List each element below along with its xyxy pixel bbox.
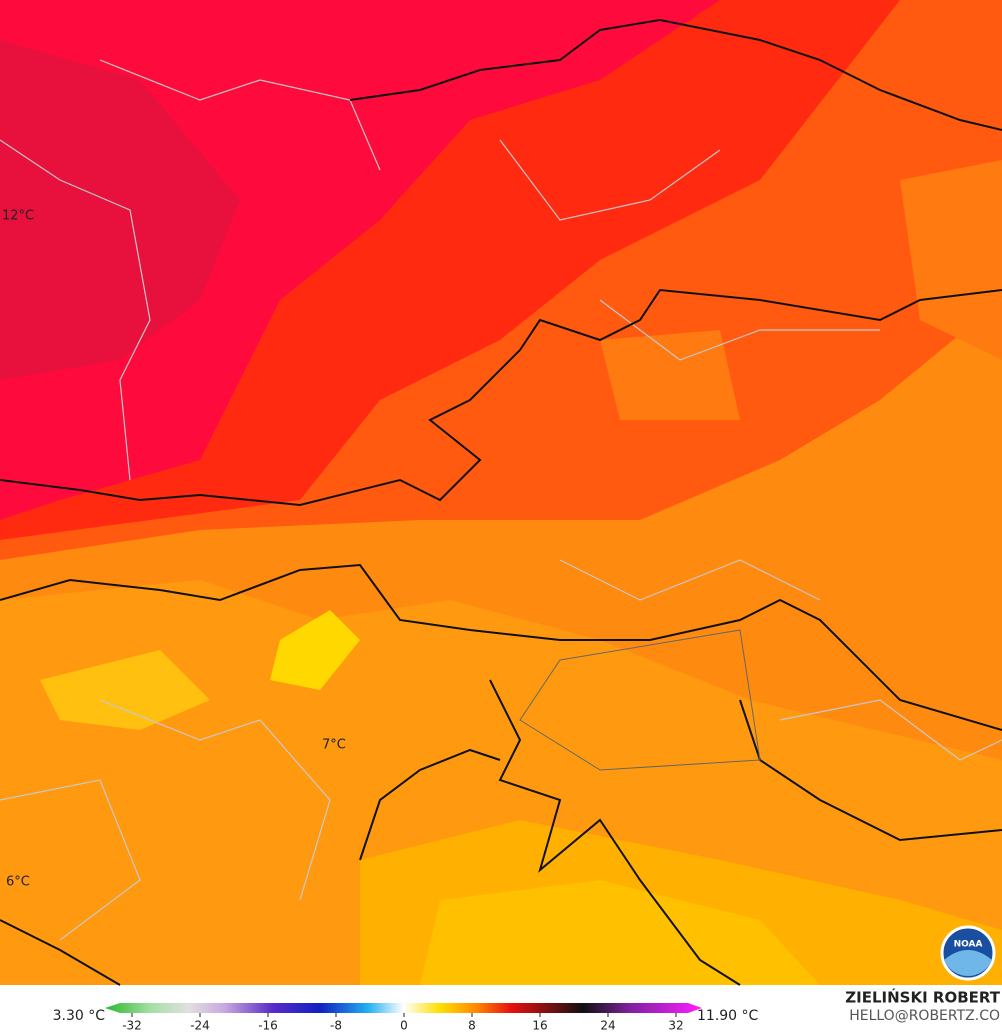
colorbar-tick-label: -16 <box>258 1019 278 1033</box>
credit-name: ZIELIŃSKI ROBERT <box>845 988 1000 1007</box>
colorbar-tick-label: -24 <box>190 1019 210 1033</box>
contour-label: 7°C <box>322 738 346 753</box>
colorbar <box>105 1003 702 1013</box>
noaa-logo: NOAA <box>940 925 996 981</box>
colorbar-tick-label: 16 <box>532 1019 547 1033</box>
colorbar-tick-label: 8 <box>468 1019 476 1033</box>
contour-label: 6°C <box>6 875 30 890</box>
logo-text: NOAA <box>954 940 983 950</box>
colorbar-tick-label: -8 <box>330 1019 342 1033</box>
colorbar-tick-label: 32 <box>668 1019 683 1033</box>
credit-email: HELLO@ROBERTZ.CO <box>849 1008 1000 1024</box>
colorbar-tick-label: 0 <box>400 1019 408 1033</box>
map <box>0 0 1002 986</box>
colorbar-tick-label: -32 <box>122 1019 142 1033</box>
colorbar-tick-label: 24 <box>600 1019 615 1033</box>
contour-label: 12°C <box>2 209 34 224</box>
colorbar-min: 3.30 °C <box>53 1008 106 1024</box>
colorbar-max: 11.90 °C <box>697 1008 759 1024</box>
